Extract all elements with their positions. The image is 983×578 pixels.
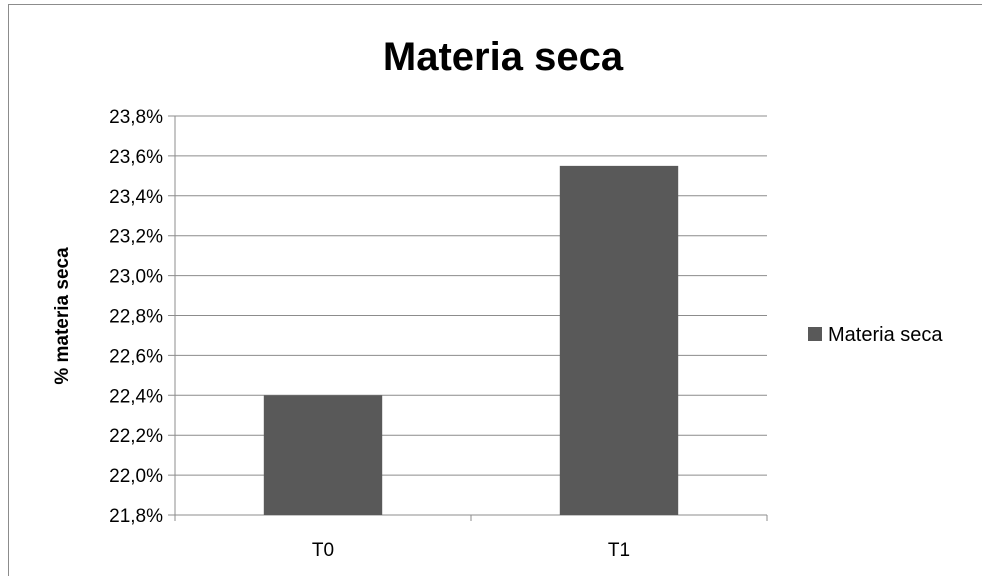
y-axis-title: % materia seca bbox=[52, 247, 73, 385]
y-tick-label: 21,8% bbox=[109, 506, 163, 527]
bar-t1 bbox=[559, 165, 679, 515]
y-tick-label: 22,8% bbox=[109, 307, 163, 328]
legend: Materia seca bbox=[808, 324, 943, 346]
y-tick-label: 22,0% bbox=[109, 466, 163, 487]
y-tick-label: 23,0% bbox=[109, 267, 163, 288]
legend-swatch bbox=[808, 327, 822, 341]
bars bbox=[263, 165, 679, 515]
y-tick-label: 22,2% bbox=[109, 426, 163, 447]
legend-label: Materia seca bbox=[828, 324, 943, 346]
x-tick-label: T0 bbox=[312, 540, 334, 561]
y-tick-label: 23,6% bbox=[109, 147, 163, 168]
y-tick-label: 22,4% bbox=[109, 386, 163, 407]
y-tick-label: 23,4% bbox=[109, 187, 163, 208]
y-tick-labels: 21,8% 22,0% 22,2% 22,4% 22,6% 22,8% 23,0% 23,2%… bbox=[109, 107, 163, 527]
chart-frame bbox=[8, 4, 982, 576]
bar-t0 bbox=[263, 395, 383, 515]
y-tick-label: 23,8% bbox=[109, 107, 163, 128]
x-tick-label: T1 bbox=[608, 540, 630, 561]
y-tick-label: 22,6% bbox=[109, 346, 163, 367]
x-tick-labels: T0 T1 bbox=[312, 540, 630, 561]
chart-title: Materia seca bbox=[383, 35, 624, 79]
y-tick-label: 23,2% bbox=[109, 227, 163, 248]
